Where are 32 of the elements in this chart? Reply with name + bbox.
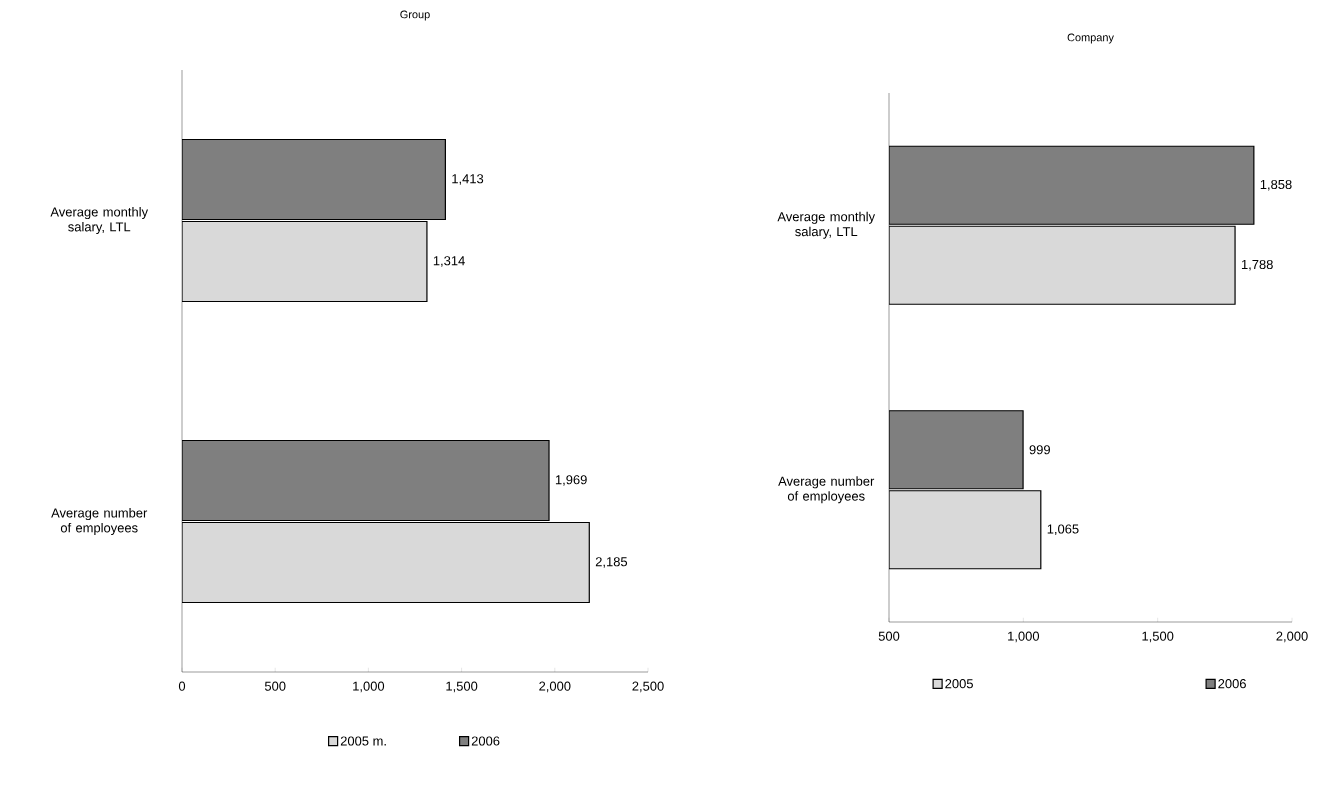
legend-label: 2005	[945, 679, 973, 689]
data-label: 1,314	[433, 256, 465, 267]
x-tick-label: 2,000	[1276, 631, 1308, 643]
y-tick-label: Average number of employees	[778, 476, 875, 504]
chart-title: Group	[400, 10, 430, 21]
data-label: 1,788	[1241, 259, 1273, 271]
x-tick-label: 500	[878, 631, 900, 641]
x-tick-label: 2,500	[632, 681, 664, 693]
data-label: 1,065	[1047, 524, 1079, 536]
legend-label: 2006	[1218, 679, 1246, 689]
legend-label: 2006	[471, 736, 500, 746]
x-tick-label: 2,000	[539, 681, 571, 693]
y-tick-label: Average monthly salary, LTL	[777, 211, 876, 239]
y-tick-label: Average number of employees	[51, 507, 148, 536]
x-tick-label: 1,000	[1008, 631, 1040, 643]
x-tick-label: 1,500	[446, 681, 478, 693]
data-label: 1,969	[555, 475, 587, 486]
data-label: 1,413	[452, 174, 484, 185]
bar	[182, 220, 428, 303]
bar	[182, 439, 550, 522]
x-tick-label: 1,500	[1142, 631, 1174, 643]
data-label: 1,858	[1260, 179, 1292, 191]
chart-title: Company	[1067, 33, 1114, 44]
legend-label: 2005 m.	[340, 736, 386, 746]
x-tick-label: 0	[178, 681, 186, 691]
bar	[182, 521, 590, 604]
bar	[182, 138, 446, 221]
data-label: 2,185	[595, 557, 628, 568]
y-tick-label: Average monthly salary, LTL	[50, 206, 149, 235]
data-label: 999	[1029, 445, 1050, 455]
x-tick-label: 500	[264, 681, 286, 691]
x-tick-label: 1,000	[353, 681, 385, 693]
